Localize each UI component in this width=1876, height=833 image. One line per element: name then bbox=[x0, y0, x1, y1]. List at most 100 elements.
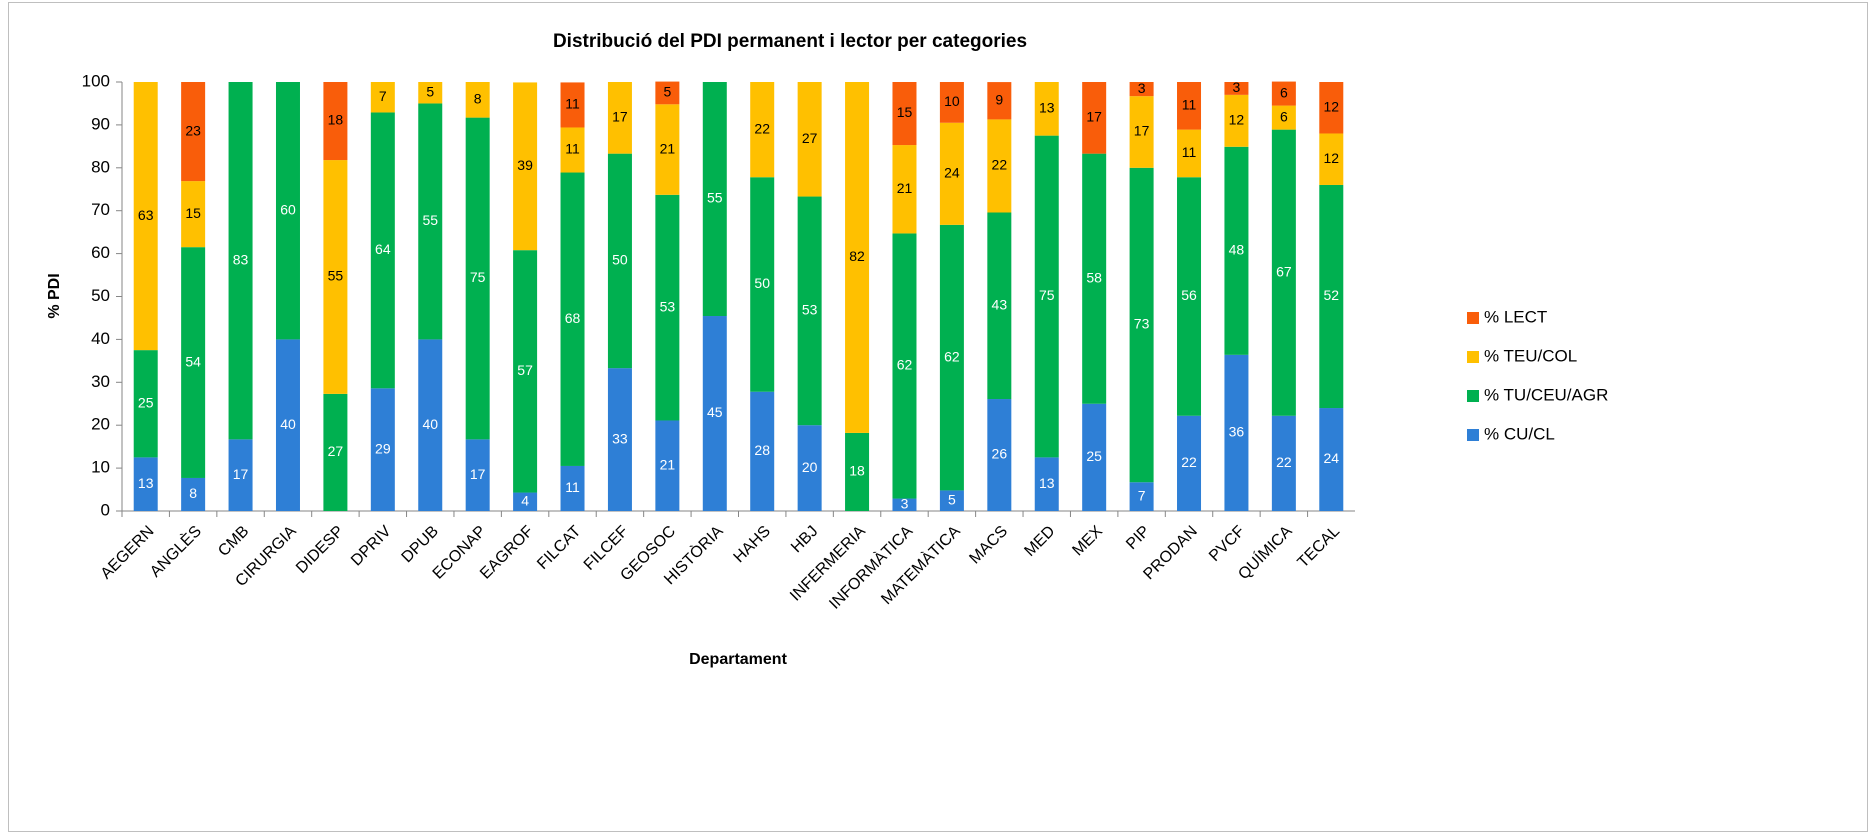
bar-segment bbox=[892, 82, 917, 146]
data-label: 63 bbox=[138, 207, 154, 223]
bar-segment bbox=[750, 82, 775, 178]
bar-segment bbox=[1319, 408, 1344, 511]
data-label: 11 bbox=[1182, 144, 1197, 160]
data-label: 7 bbox=[379, 88, 387, 104]
bar-segment bbox=[418, 82, 443, 104]
data-label: 82 bbox=[849, 248, 865, 264]
bar-segment bbox=[702, 82, 727, 317]
bar-segment bbox=[560, 172, 585, 466]
legend-swatch bbox=[1467, 351, 1479, 363]
bar-segment bbox=[370, 388, 395, 511]
data-label: 22 bbox=[992, 157, 1008, 173]
data-label: 62 bbox=[897, 357, 913, 373]
bar-segment bbox=[1224, 146, 1249, 355]
bar-segment bbox=[228, 82, 253, 440]
data-label: 17 bbox=[612, 109, 628, 125]
data-label: 62 bbox=[944, 348, 960, 364]
data-label: 55 bbox=[328, 268, 344, 284]
bar-segment bbox=[939, 82, 964, 123]
data-label: 36 bbox=[1229, 424, 1245, 440]
data-label: 27 bbox=[802, 130, 818, 146]
bar-segment bbox=[1177, 177, 1202, 416]
data-label: 5 bbox=[426, 83, 434, 99]
bar-segment bbox=[939, 122, 964, 225]
data-label: 11 bbox=[565, 141, 580, 157]
bar-segment bbox=[370, 82, 395, 113]
bar-segment bbox=[797, 82, 822, 197]
data-label: 53 bbox=[802, 302, 818, 318]
data-label: 8 bbox=[474, 91, 482, 107]
legend-swatch bbox=[1467, 312, 1479, 324]
data-label: 39 bbox=[517, 157, 533, 173]
data-label: 55 bbox=[422, 212, 438, 228]
data-label: 3 bbox=[1233, 79, 1241, 95]
bar-segment bbox=[1129, 82, 1154, 97]
bar-segment bbox=[655, 194, 680, 421]
data-label: 22 bbox=[754, 120, 770, 136]
y-tick-label: 100 bbox=[82, 71, 110, 90]
bar-segment bbox=[560, 127, 585, 173]
legend-swatch bbox=[1467, 429, 1479, 441]
bar-segment bbox=[1082, 153, 1107, 404]
data-label: 17 bbox=[1134, 123, 1150, 139]
legend-swatch bbox=[1467, 390, 1479, 402]
y-axis-title: % PDI bbox=[46, 273, 63, 318]
data-label: 17 bbox=[233, 466, 249, 482]
y-tick-label: 30 bbox=[91, 372, 110, 391]
bar-segment bbox=[1224, 94, 1249, 147]
data-label: 54 bbox=[185, 353, 201, 369]
data-label: 21 bbox=[897, 180, 913, 196]
data-label: 8 bbox=[189, 485, 197, 501]
data-label: 48 bbox=[1229, 242, 1245, 258]
bar-segment bbox=[1319, 82, 1344, 134]
data-label: 45 bbox=[707, 404, 723, 420]
legend-label: % TU/CEU/AGR bbox=[1484, 385, 1608, 404]
y-tick-label: 80 bbox=[91, 157, 110, 176]
bar-segment bbox=[181, 477, 206, 511]
data-label: 68 bbox=[565, 310, 581, 326]
bar-segment bbox=[987, 119, 1012, 213]
bar-segment bbox=[797, 425, 822, 511]
bar-segment bbox=[1271, 415, 1296, 511]
bar-segment bbox=[133, 82, 158, 351]
data-label: 22 bbox=[1181, 454, 1197, 470]
bar-segment bbox=[1271, 105, 1296, 130]
data-label: 4 bbox=[521, 492, 529, 508]
data-label: 15 bbox=[185, 205, 201, 221]
data-label: 3 bbox=[901, 495, 909, 511]
bar-segment bbox=[1129, 96, 1154, 168]
data-label: 10 bbox=[944, 93, 960, 109]
chart-title: Distribució del PDI permanent i lector p… bbox=[553, 31, 1027, 52]
chart-frame bbox=[8, 2, 1868, 832]
bar-segment bbox=[1224, 354, 1249, 511]
bar-segment bbox=[323, 160, 348, 394]
data-label: 3 bbox=[1138, 80, 1146, 96]
data-label: 27 bbox=[328, 443, 344, 459]
y-tick-label: 70 bbox=[91, 200, 110, 219]
data-label: 29 bbox=[375, 440, 391, 456]
bar-segment bbox=[1082, 82, 1107, 154]
x-axis-title: Departament bbox=[689, 651, 787, 668]
legend-label: % LECT bbox=[1484, 307, 1547, 326]
data-label: 75 bbox=[1039, 287, 1055, 303]
bar-segment bbox=[418, 103, 443, 340]
data-label: 24 bbox=[944, 165, 960, 181]
bar-segment bbox=[1177, 415, 1202, 511]
data-label: 21 bbox=[660, 140, 676, 156]
bar-segment bbox=[1034, 135, 1059, 458]
data-label: 21 bbox=[660, 456, 676, 472]
bar-segment bbox=[513, 492, 538, 511]
bar-segment bbox=[1271, 81, 1296, 106]
bar-segment bbox=[845, 432, 870, 511]
bar-segment bbox=[1177, 82, 1202, 130]
bar-segment bbox=[513, 82, 538, 251]
data-label: 5 bbox=[663, 84, 671, 100]
bar-segment bbox=[418, 339, 443, 511]
bar-segment bbox=[702, 316, 727, 511]
data-label: 50 bbox=[754, 275, 770, 291]
bar-segment bbox=[275, 82, 300, 340]
data-label: 22 bbox=[1276, 454, 1292, 470]
bar-segment bbox=[987, 82, 1012, 120]
data-label: 9 bbox=[995, 91, 1003, 107]
